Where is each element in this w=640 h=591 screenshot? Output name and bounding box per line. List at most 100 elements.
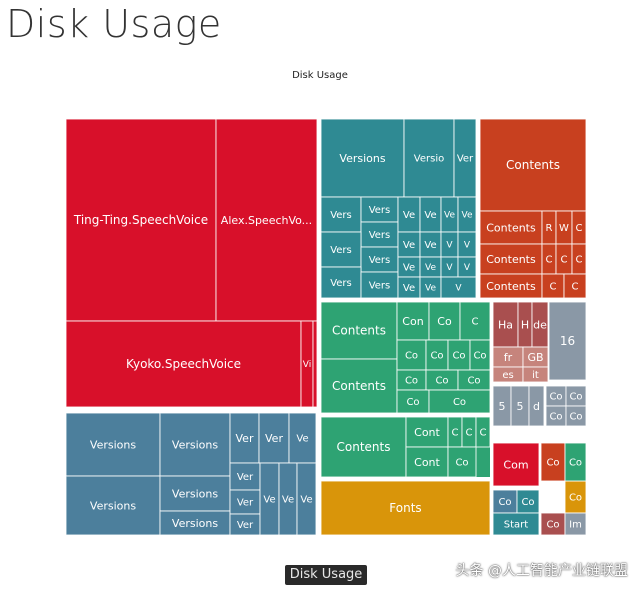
treemap-cell[interactable]: [564, 442, 587, 482]
treemap-cell[interactable]: [548, 301, 587, 381]
treemap-cell-label: Vi: [303, 360, 311, 370]
treemap-cell-label: Co: [549, 392, 562, 403]
treemap-cell-label: 16: [560, 334, 575, 348]
treemap-cell[interactable]: [564, 512, 587, 536]
treemap-cell-label: Vers: [369, 230, 391, 241]
treemap-cell[interactable]: [522, 366, 549, 383]
treemap-cell[interactable]: [492, 442, 540, 487]
treemap-cell[interactable]: [320, 480, 491, 536]
treemap-cell[interactable]: [65, 475, 161, 536]
treemap-cell-label: V: [464, 241, 471, 251]
treemap-cell-label: Co: [546, 458, 559, 469]
treemap-cell-label: Co: [467, 376, 480, 387]
treemap-cell[interactable]: [65, 118, 217, 322]
treemap-cell-label: Co: [546, 520, 559, 531]
treemap-cell[interactable]: [428, 301, 461, 341]
treemap-cell[interactable]: [258, 412, 290, 464]
treemap-cell-label: Ve: [425, 263, 436, 273]
treemap-cell[interactable]: [563, 273, 587, 299]
treemap-cell-label: Co: [569, 493, 582, 504]
treemap-cell[interactable]: [65, 320, 302, 408]
treemap-cell-label: Versio: [414, 154, 444, 165]
treemap-cell-label: V: [455, 284, 462, 294]
treemap-cell[interactable]: [320, 358, 398, 414]
treemap-cell-label: Versions: [90, 438, 136, 451]
treemap-cell-label: Ting-Ting.SpeechVoice: [73, 213, 208, 227]
treemap-cell[interactable]: [440, 276, 477, 299]
treemap-cell[interactable]: [396, 301, 430, 341]
treemap-cell-label: Vers: [330, 278, 352, 289]
treemap-cell[interactable]: [312, 320, 318, 408]
treemap-cell[interactable]: [360, 246, 399, 273]
treemap-cell-label: Contents: [486, 280, 536, 293]
treemap-cell-label: Co: [521, 497, 534, 508]
treemap-cell-label: C: [472, 317, 479, 328]
treemap-cell-label: Co: [569, 412, 582, 423]
treemap-cell-label: Co: [569, 392, 582, 403]
treemap-cell-label: Ver: [265, 432, 283, 445]
treemap-cell-label: Contents: [332, 324, 386, 338]
treemap-cell-label: Ve: [263, 495, 275, 506]
treemap-cell-label: Co: [549, 412, 562, 423]
treemap-cell-label: Ve: [462, 211, 473, 221]
treemap-cell-label: Contents: [337, 440, 391, 454]
treemap-cell-label: V: [446, 241, 453, 251]
treemap-cell[interactable]: [296, 462, 317, 536]
treemap-cell-label: C: [546, 255, 553, 266]
treemap-cell[interactable]: [229, 462, 261, 491]
treemap-cell-label: Ver: [236, 432, 254, 445]
treemap-cell-label: C: [466, 428, 473, 439]
treemap-cell-label: Ve: [403, 210, 415, 221]
treemap-cell-label: Cont: [414, 426, 440, 439]
page-title: Disk Usage: [6, 2, 222, 46]
treemap-cell-label: Con: [402, 315, 423, 328]
treemap-cell-label: Contents: [332, 379, 386, 393]
treemap-cell[interactable]: [65, 412, 161, 477]
treemap-cell-label: Ve: [296, 434, 308, 445]
treemap-cell-label: Ha: [498, 318, 513, 331]
treemap-cell[interactable]: [405, 416, 449, 448]
treemap-cell[interactable]: [288, 412, 317, 464]
treemap-cell-label: H: [521, 318, 529, 331]
treemap-cell[interactable]: [229, 412, 260, 464]
treemap-cell-label: d: [533, 400, 540, 413]
treemap-cell[interactable]: [159, 510, 231, 536]
treemap-cell-label: Vers: [369, 205, 391, 216]
treemap-cell-label: Ver: [237, 498, 254, 509]
treemap-cell-label: Ve: [403, 283, 415, 294]
treemap-cell[interactable]: [492, 512, 540, 536]
treemap-cell-label: Versions: [90, 499, 136, 512]
treemap-cell-label: Ve: [403, 263, 415, 274]
treemap-cell-label: Com: [503, 458, 528, 471]
treemap-cell[interactable]: [528, 385, 545, 427]
treemap-cell-label: Co: [406, 397, 419, 408]
treemap-cell-label: Ve: [424, 210, 436, 221]
treemap-cell[interactable]: [479, 273, 543, 299]
treemap-cell-label: Co: [430, 351, 443, 362]
treemap-cell[interactable]: [320, 231, 362, 268]
treemap-cell-label: Ve: [282, 495, 294, 506]
treemap-cell-label: C: [561, 255, 568, 266]
treemap-cell-label: Fonts: [389, 501, 421, 515]
treemap-cell[interactable]: [320, 266, 362, 299]
treemap-cell-label: Kyoko.SpeechVoice: [126, 357, 241, 371]
treemap-cell[interactable]: [405, 446, 449, 478]
treemap-cell[interactable]: [475, 416, 491, 448]
treemap-cell[interactable]: [428, 389, 491, 414]
treemap-cell[interactable]: [447, 446, 477, 478]
treemap-cell-label: Co: [453, 397, 466, 408]
disk-usage-button[interactable]: Disk Usage: [285, 565, 367, 585]
treemap-cell-label: fr: [504, 351, 513, 364]
treemap-cell-label: Versions: [172, 517, 218, 530]
treemap-cell-label: Start: [504, 520, 529, 531]
treemap-cell[interactable]: [540, 442, 566, 482]
treemap-cell-label: GB: [527, 351, 543, 364]
treemap-cell[interactable]: [479, 243, 543, 275]
treemap-cell-label: Vers: [330, 245, 352, 256]
treemap-cell[interactable]: [565, 405, 587, 427]
treemap-cell-label: Cont: [414, 456, 440, 469]
treemap-cell-label: Co: [435, 376, 448, 387]
treemap-cell[interactable]: [320, 118, 405, 198]
treemap-cell-label: Ve: [403, 240, 415, 251]
